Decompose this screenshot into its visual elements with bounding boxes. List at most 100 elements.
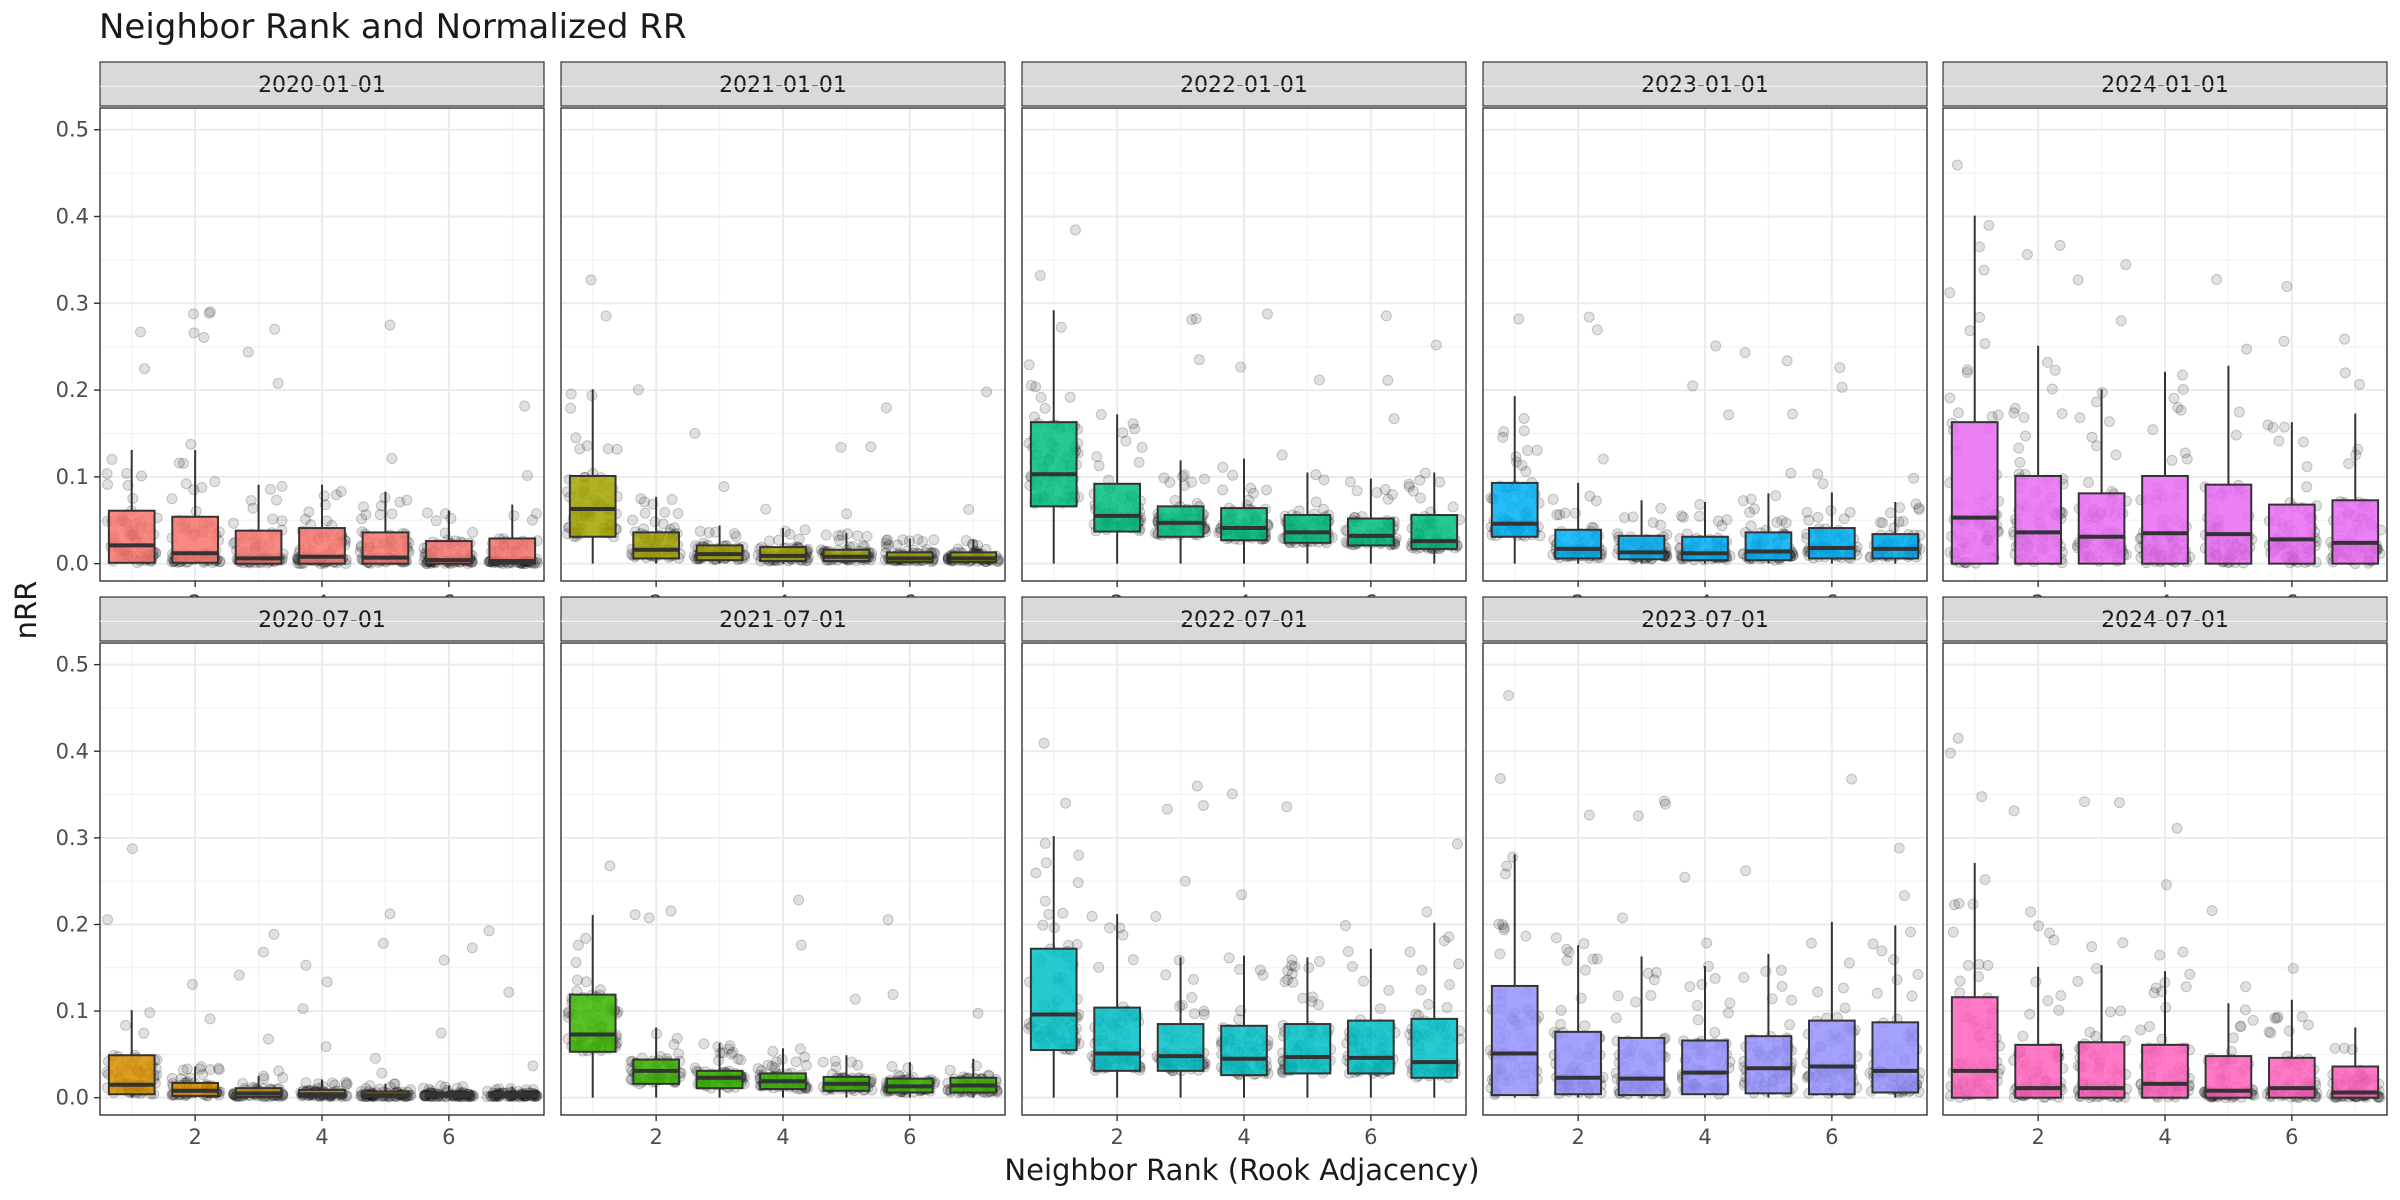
data-point <box>1179 480 1191 492</box>
data-point <box>760 503 772 515</box>
data-point <box>1913 502 1925 514</box>
data-point <box>1784 1019 1796 1031</box>
data-point <box>303 506 315 518</box>
data-point <box>1314 956 1326 968</box>
data-point <box>1891 974 1903 986</box>
data-point <box>276 480 288 492</box>
data-point <box>527 1060 539 1072</box>
data-point <box>1908 472 1920 484</box>
data-point <box>1055 321 1067 333</box>
data-point <box>1303 962 1315 974</box>
data-point <box>213 1064 225 1076</box>
data-point <box>1198 473 1210 485</box>
box <box>2077 492 2126 565</box>
data-point <box>963 504 975 516</box>
data-point <box>276 515 288 527</box>
data-point <box>439 527 451 539</box>
x-tick-label: 4 <box>315 1125 328 1149</box>
box <box>1156 1023 1205 1072</box>
data-point <box>272 377 284 389</box>
data-point <box>1867 938 1879 950</box>
data-point <box>388 1078 400 1090</box>
data-point <box>1893 842 1905 854</box>
data-point <box>2273 435 2285 447</box>
data-point <box>177 457 189 469</box>
data-point <box>360 509 372 521</box>
data-point <box>1550 932 1562 944</box>
data-point <box>668 1038 680 1050</box>
facet-panel: 2020-07-012 4 6 <box>99 596 545 1149</box>
data-point <box>2181 453 2193 465</box>
data-point <box>376 1067 388 1079</box>
data-point <box>1197 799 1209 811</box>
chart-title: Neighbor Rank and Normalized RR <box>99 7 687 47</box>
data-point <box>204 306 216 318</box>
data-point <box>1739 347 1751 359</box>
data-point <box>1382 374 1394 386</box>
facet-strip <box>560 61 1006 107</box>
data-point <box>639 507 651 519</box>
box-rank-1 <box>568 389 617 564</box>
data-point <box>1583 809 1595 821</box>
data-point <box>271 494 283 506</box>
facet-panel: 2021-07-012 4 6 <box>560 596 1006 1149</box>
data-point <box>530 508 542 520</box>
data-point <box>1722 1007 1734 1019</box>
data-point <box>1645 989 1657 1001</box>
data-point <box>187 308 199 320</box>
box <box>1283 514 1332 544</box>
data-point <box>2301 461 2313 473</box>
box-rank-4 <box>759 528 807 564</box>
data-point <box>203 307 215 319</box>
box <box>2268 503 2316 565</box>
data-point <box>1247 487 1259 499</box>
data-point <box>521 469 533 481</box>
data-point <box>1127 418 1139 430</box>
data-point <box>1944 392 1956 404</box>
box <box>1681 535 1729 562</box>
data-point <box>356 513 368 525</box>
data-point <box>604 860 616 872</box>
data-point <box>2339 367 2351 379</box>
box <box>1871 533 1920 560</box>
data-point <box>1679 871 1691 883</box>
data-point <box>369 1052 381 1064</box>
data-point <box>1518 413 1530 425</box>
data-point <box>627 514 639 526</box>
data-point <box>1072 877 1084 889</box>
data-point <box>526 514 538 526</box>
data-point <box>1597 453 1609 465</box>
data-point <box>800 1059 812 1071</box>
data-point <box>1217 461 1229 473</box>
data-point <box>358 501 370 513</box>
data-point <box>1261 308 1273 320</box>
data-point <box>1555 1004 1567 1016</box>
data-point <box>1158 472 1170 484</box>
box <box>1347 517 1395 547</box>
x-tick-label: 4 <box>776 1125 789 1149</box>
data-point <box>1687 380 1699 392</box>
data-point <box>2233 406 2245 418</box>
data-point <box>1785 467 1797 479</box>
box <box>1029 947 1078 1052</box>
data-point <box>2042 356 2054 368</box>
data-point <box>1039 837 1051 849</box>
data-point <box>928 534 940 546</box>
data-point <box>852 1059 864 1071</box>
data-point <box>2086 431 2098 443</box>
data-point <box>1579 1020 1591 1032</box>
data-point <box>2046 383 2058 395</box>
data-point <box>1236 889 1248 901</box>
data-point <box>1176 999 1188 1011</box>
data-point <box>1775 964 1787 976</box>
data-point <box>1344 476 1356 488</box>
facet-panel: 2022-07-012 4 6 <box>1021 596 1467 1149</box>
data-point <box>1120 435 1132 447</box>
data-point <box>269 323 281 335</box>
data-point <box>268 928 280 940</box>
data-point <box>666 494 678 506</box>
data-point <box>1235 361 1247 373</box>
data-point <box>267 513 279 525</box>
data-point <box>1612 990 1624 1002</box>
